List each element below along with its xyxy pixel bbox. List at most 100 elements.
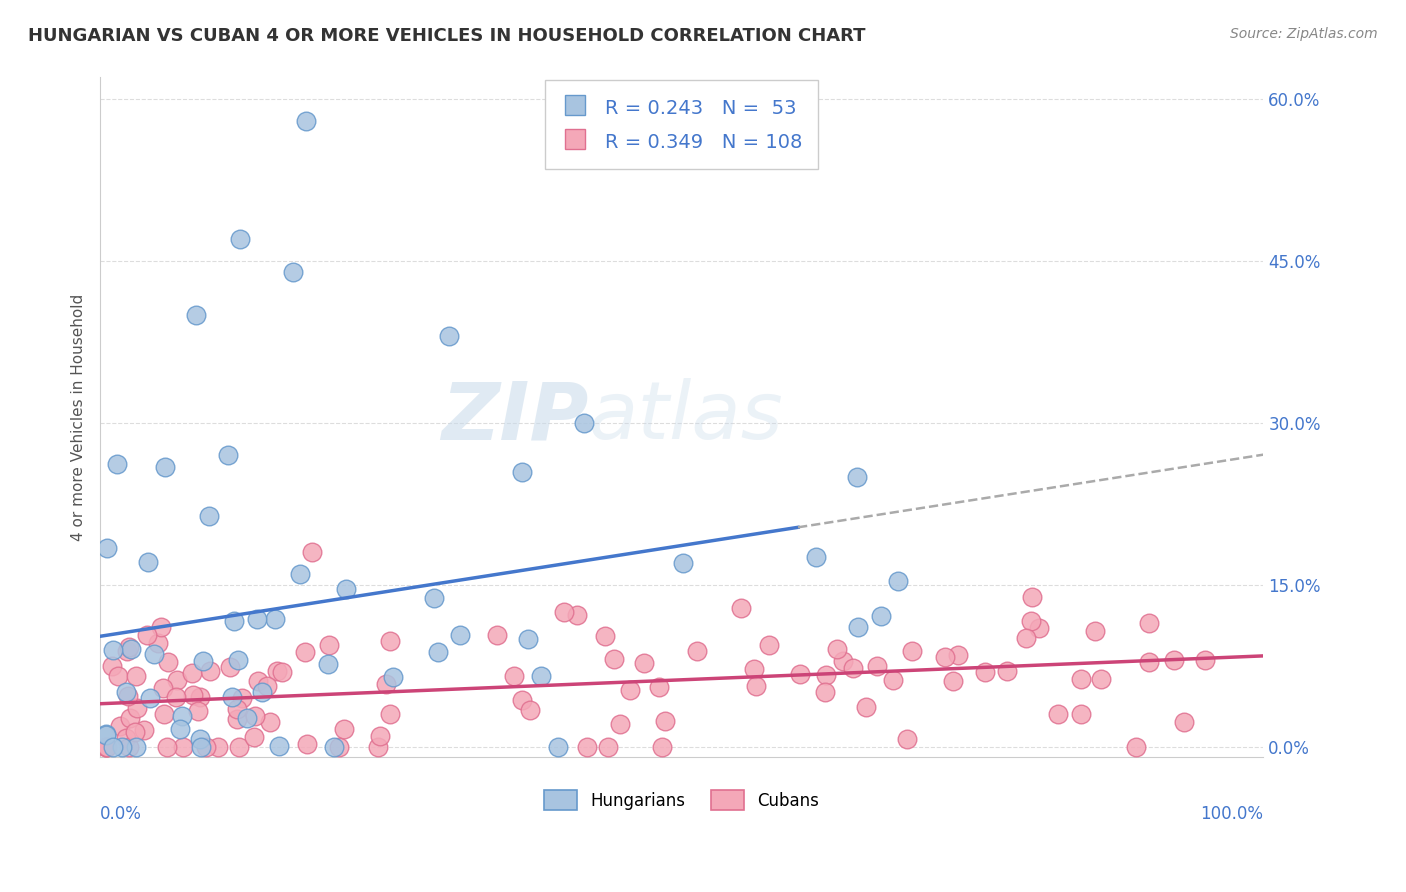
Cubans (648, 680, 671, 694)
Hungarians (142, 647, 165, 661)
Cubans (758, 639, 780, 653)
Cubans (157, 655, 180, 669)
Hungarians (115, 684, 138, 698)
Cubans (195, 739, 218, 754)
Cubans (1173, 715, 1195, 730)
Hungarians (139, 691, 162, 706)
Cubans (519, 703, 541, 717)
Cubans (301, 545, 323, 559)
Cubans (378, 633, 401, 648)
Cubans (1047, 706, 1070, 721)
Hungarians (427, 645, 450, 659)
Cubans (198, 664, 221, 678)
Hungarians (804, 550, 827, 565)
Cubans (596, 739, 619, 754)
Cubans (1163, 653, 1185, 667)
Cubans (814, 685, 837, 699)
Cubans (1194, 653, 1216, 667)
Cubans (1139, 655, 1161, 669)
Cubans (256, 679, 278, 693)
Cubans (218, 660, 240, 674)
Cubans (295, 738, 318, 752)
Text: atlas: atlas (589, 378, 783, 457)
Cubans (150, 619, 173, 633)
Hungarians (530, 669, 553, 683)
Hungarians (437, 329, 460, 343)
Cubans (181, 688, 204, 702)
Cubans (789, 667, 811, 681)
Cubans (117, 644, 139, 658)
Cubans (486, 628, 509, 642)
Hungarians (288, 566, 311, 581)
Cubans (226, 713, 249, 727)
Cubans (882, 673, 904, 687)
Cubans (825, 641, 848, 656)
Cubans (94, 739, 117, 754)
Cubans (270, 665, 292, 680)
Cubans (108, 718, 131, 732)
Cubans (866, 659, 889, 673)
Cubans (328, 739, 350, 754)
Hungarians (94, 727, 117, 741)
Text: Source: ZipAtlas.com: Source: ZipAtlas.com (1230, 27, 1378, 41)
Cubans (378, 706, 401, 721)
Legend: Hungarians, Cubans: Hungarians, Cubans (537, 783, 825, 817)
Hungarians (264, 612, 287, 626)
Hungarians (103, 739, 125, 754)
Hungarians (517, 632, 540, 646)
Cubans (633, 657, 655, 671)
Cubans (180, 665, 202, 680)
Cubans (94, 739, 117, 754)
Cubans (510, 693, 533, 707)
Cubans (146, 636, 169, 650)
Cubans (117, 689, 139, 703)
Cubans (207, 739, 229, 754)
Cubans (166, 673, 188, 687)
Cubans (118, 640, 141, 654)
Hungarians (124, 739, 146, 754)
Cubans (246, 674, 269, 689)
Cubans (226, 702, 249, 716)
Cubans (231, 690, 253, 705)
Hungarians (105, 458, 128, 472)
Cubans (595, 629, 617, 643)
Hungarians (191, 654, 214, 668)
Cubans (124, 724, 146, 739)
Cubans (156, 739, 179, 754)
Cubans (934, 649, 956, 664)
Cubans (1028, 621, 1050, 635)
Cubans (814, 668, 837, 682)
Hungarians (120, 642, 142, 657)
Text: HUNGARIAN VS CUBAN 4 OR MORE VEHICLES IN HOUSEHOLD CORRELATION CHART: HUNGARIAN VS CUBAN 4 OR MORE VEHICLES IN… (28, 27, 866, 45)
Cubans (332, 722, 354, 736)
Hungarians (281, 265, 304, 279)
Hungarians (136, 555, 159, 569)
Cubans (318, 639, 340, 653)
Cubans (730, 600, 752, 615)
Cubans (368, 729, 391, 743)
Cubans (941, 674, 963, 689)
Cubans (651, 739, 673, 754)
Cubans (619, 682, 641, 697)
Cubans (266, 664, 288, 678)
Hungarians (170, 709, 193, 723)
Hungarians (547, 739, 569, 754)
Cubans (1125, 739, 1147, 754)
Hungarians (335, 582, 357, 596)
Cubans (1070, 672, 1092, 686)
Hungarians (510, 466, 533, 480)
Cubans (127, 701, 149, 715)
Cubans (1019, 614, 1042, 628)
Hungarians (236, 711, 259, 725)
Cubans (165, 690, 187, 704)
Cubans (567, 608, 589, 623)
Cubans (228, 739, 250, 754)
Cubans (135, 628, 157, 642)
Hungarians (94, 729, 117, 743)
Text: ZIP: ZIP (441, 378, 589, 457)
Cubans (114, 731, 136, 746)
Cubans (367, 739, 389, 754)
Cubans (187, 704, 209, 718)
Cubans (686, 644, 709, 658)
Cubans (100, 658, 122, 673)
